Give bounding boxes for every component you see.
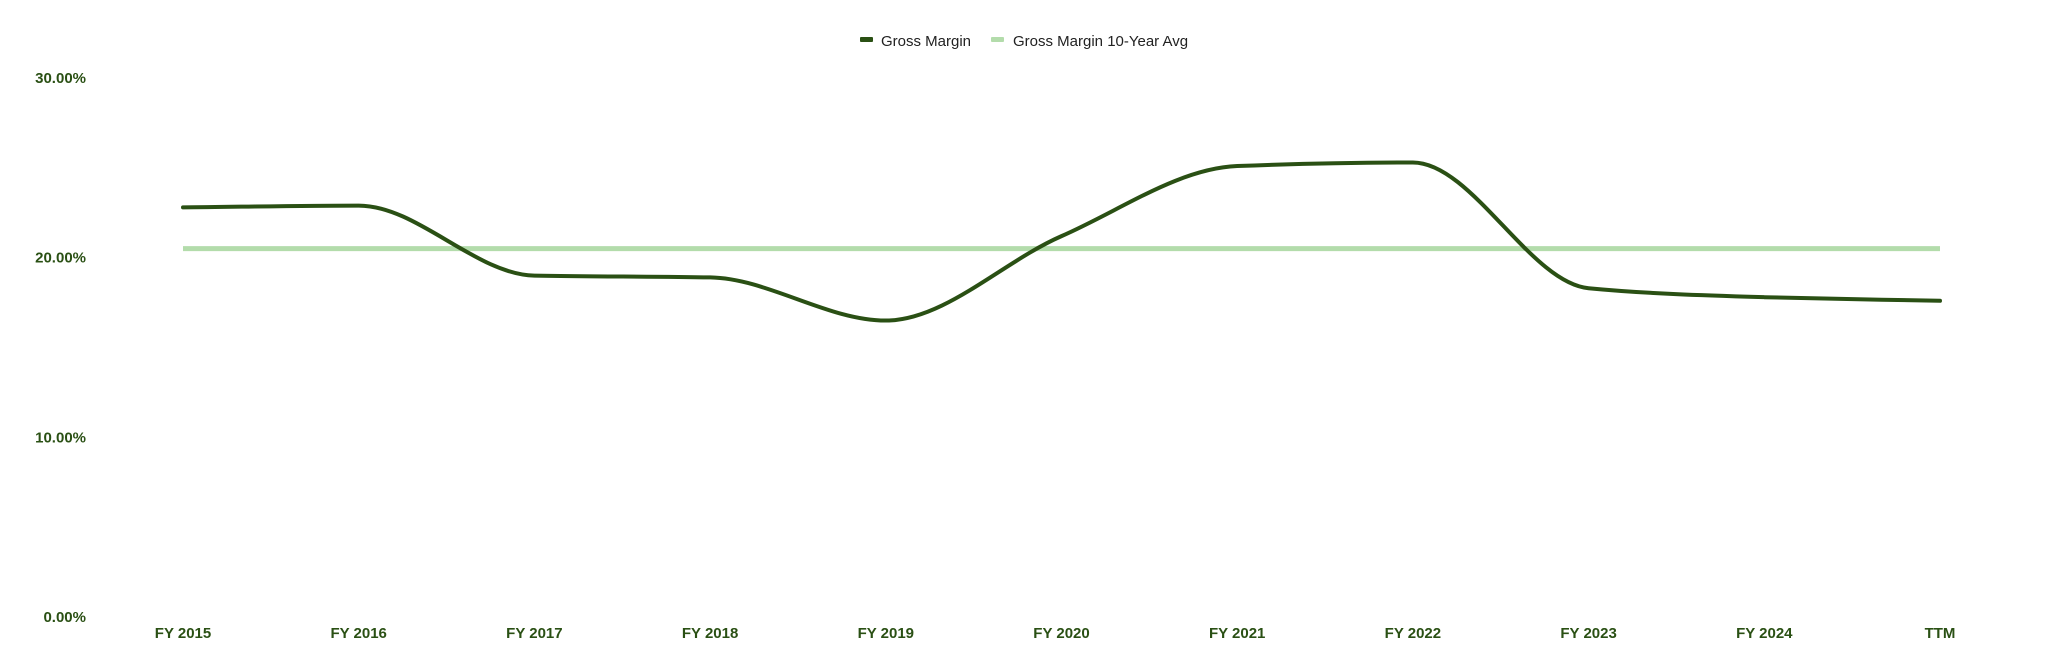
- x-tick-label: FY 2023: [1560, 625, 1616, 642]
- legend-swatch-gross-margin: [860, 37, 873, 42]
- series-line-gross-margin: [181, 160, 1942, 323]
- x-tick-label: FY 2020: [1033, 625, 1089, 642]
- x-tick-label: FY 2021: [1209, 625, 1265, 642]
- data-point-gross-margin[interactable]: [1758, 291, 1770, 303]
- x-tick-label: FY 2015: [155, 625, 211, 642]
- data-point-gross-margin[interactable]: [1056, 230, 1068, 242]
- x-tick-label: FY 2019: [858, 625, 914, 642]
- x-tick-label: TTM: [1925, 625, 1956, 642]
- y-tick-label: 0.00%: [43, 609, 86, 626]
- data-point-gross-margin[interactable]: [1231, 160, 1243, 172]
- x-tick-label: FY 2022: [1385, 625, 1441, 642]
- legend-label-ten-year-avg: Gross Margin 10-Year Avg: [1013, 33, 1188, 50]
- legend-swatch-ten-year-avg: [991, 37, 1004, 42]
- data-point-gross-margin[interactable]: [880, 315, 892, 327]
- data-point-gross-margin[interactable]: [528, 270, 540, 282]
- x-tick-label: FY 2024: [1736, 625, 1793, 642]
- legend: Gross Margin Gross Margin 10-Year Avg: [860, 33, 1188, 50]
- x-tick-label: FY 2018: [682, 625, 738, 642]
- y-tick-label: 30.00%: [35, 70, 86, 87]
- legend-item-gross-margin[interactable]: Gross Margin: [860, 33, 971, 50]
- data-point-gross-margin[interactable]: [1934, 295, 1946, 307]
- x-tick-label: FY 2016: [330, 625, 386, 642]
- legend-label-gross-margin: Gross Margin: [881, 33, 971, 50]
- series-layer: [177, 156, 1946, 327]
- data-point-gross-margin[interactable]: [704, 271, 716, 283]
- x-axis: FY 2015 FY 2016 FY 2017 FY 2018 FY 2019 FY 20…: [155, 625, 1956, 642]
- x-tick-label: FY 2017: [506, 625, 562, 642]
- y-tick-label: 20.00%: [35, 250, 86, 267]
- data-point-gross-margin[interactable]: [1407, 156, 1419, 168]
- data-point-gross-margin[interactable]: [353, 200, 365, 212]
- data-point-gross-margin[interactable]: [177, 201, 189, 213]
- legend-item-ten-year-avg[interactable]: Gross Margin 10-Year Avg: [991, 33, 1188, 50]
- y-tick-label: 10.00%: [35, 429, 86, 446]
- y-axis: 0.00% 10.00% 20.00% 30.00%: [35, 70, 86, 626]
- data-point-gross-margin[interactable]: [1583, 282, 1595, 294]
